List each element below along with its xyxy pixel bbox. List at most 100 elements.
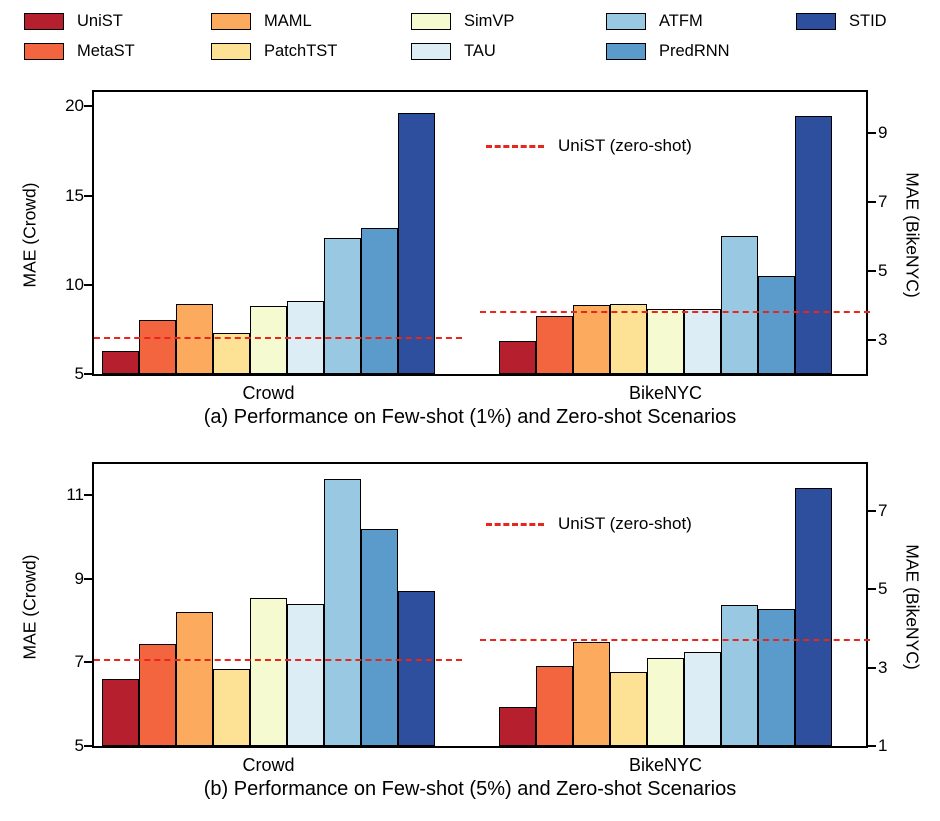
- bar-crowd-predrnn: [361, 528, 398, 746]
- bar-bikenyc-atfm: [721, 605, 758, 746]
- bar-crowd-unist: [102, 679, 139, 746]
- legend-label: STID: [849, 12, 887, 30]
- bar-bikenyc-predrnn: [758, 276, 795, 374]
- legend-swatch: [606, 43, 646, 60]
- left-axis-tick-mark: [84, 283, 92, 286]
- right-axis-tick-label: 3: [878, 657, 888, 677]
- bar-bikenyc-maml: [573, 642, 610, 746]
- zero-shot-legend: UniST (zero-shot): [486, 514, 692, 534]
- bar-bikenyc-tau: [684, 652, 721, 746]
- legend-item-metast: MetaST: [24, 42, 211, 61]
- bar-bikenyc-maml: [573, 305, 610, 374]
- legend-item-simvp: SimVP: [411, 12, 606, 31]
- left-axis-tick-label: 20: [65, 96, 84, 116]
- legend-label: UniST: [77, 12, 123, 30]
- chart-few-shot-1pct: MAE (Crowd) UniST (zero-shot) 5 10 15 20 3 5 7…: [0, 88, 940, 433]
- left-axis-tick-label: 15: [65, 185, 84, 205]
- bar-crowd-maml: [176, 612, 213, 746]
- legend-label: MetaST: [77, 42, 135, 60]
- x-group-label-bikenyc: BikeNYC: [628, 755, 703, 775]
- legend-swatch: [411, 43, 451, 60]
- right-axis-tick-label: 9: [878, 123, 888, 143]
- bar-crowd-tau: [287, 603, 324, 746]
- plot-area: UniST (zero-shot) 5 10 15 20 3 5 7 9 Crowd BikeNY…: [65, 90, 887, 403]
- right-axis-tick-mark: [868, 510, 876, 512]
- bar-bikenyc-patchtst: [610, 671, 647, 746]
- legend-swatch: [24, 13, 64, 30]
- right-axis-tick-label: 7: [878, 192, 888, 212]
- zero-shot-legend-label: UniST (zero-shot): [558, 514, 692, 533]
- bar-bikenyc-metast: [536, 315, 573, 374]
- right-axis-tick-mark: [868, 666, 876, 669]
- right-axis-tick-mark: [868, 132, 876, 135]
- left-axis-tick-mark: [84, 494, 92, 497]
- legend-item-stid: STID: [796, 12, 926, 31]
- zero-shot-line-crowd: [94, 659, 462, 662]
- x-group-label-bikenyc: BikeNYC: [628, 383, 703, 403]
- right-axis-tick-label: 5: [878, 260, 888, 280]
- bar-bikenyc-stid: [795, 487, 832, 746]
- zero-shot-line-crowd: [94, 337, 462, 339]
- bar-crowd-maml: [176, 304, 213, 374]
- left-axis-tick-mark: [84, 105, 92, 108]
- left-axis-tick-mark: [84, 194, 92, 197]
- y-axis-label-left: MAE (Crowd): [19, 182, 40, 288]
- legend-label: SimVP: [464, 12, 515, 30]
- left-axis-tick-mark: [84, 373, 92, 375]
- left-axis-tick-mark: [84, 577, 92, 580]
- dashed-line-sample: [486, 522, 544, 526]
- caption-a: (a) Performance on Few-shot (1%) and Zer…: [203, 406, 737, 428]
- legend-item-patchtst: PatchTST: [211, 42, 411, 61]
- bar-bikenyc-metast: [536, 665, 573, 746]
- legend-item-atfm: ATFM: [606, 12, 796, 31]
- legend-swatch: [606, 13, 646, 30]
- legend-label: MAML: [264, 12, 312, 30]
- bar-crowd-stid: [398, 591, 435, 746]
- legend-item-unist: UniST: [24, 12, 211, 31]
- right-axis-tick-mark: [868, 201, 876, 204]
- bar-crowd-atfm: [324, 478, 361, 746]
- bar-crowd-predrnn: [361, 227, 398, 374]
- y-axis-label-right: MAE (BikeNYC): [902, 172, 923, 298]
- left-axis-tick-mark: [84, 745, 92, 747]
- zero-shot-line-bikenyc: [480, 638, 870, 641]
- left-axis-tick-label: 9: [74, 568, 84, 588]
- bar-bikenyc-unist: [499, 341, 536, 374]
- right-axis-tick-label: 7: [878, 501, 888, 520]
- legend-item-predrnn: PredRNN: [606, 42, 796, 61]
- legend-label: ATFM: [659, 12, 703, 30]
- caption-b: (b) Performance on Few-shot (5%) and Zer…: [203, 778, 737, 800]
- right-axis-tick-mark: [868, 745, 876, 747]
- left-axis-tick-label: 11: [66, 485, 84, 505]
- right-axis-tick-mark: [868, 588, 876, 591]
- zero-shot-line-bikenyc: [480, 310, 870, 313]
- left-axis-tick-label: 10: [65, 274, 84, 294]
- chart-legend: UniST MAML SimVP ATFM STID MetaST PatchTST TAU P…: [24, 12, 926, 61]
- x-group-label-crowd: Crowd: [242, 383, 295, 403]
- bar-crowd-atfm: [324, 238, 361, 374]
- right-axis-tick-label: 5: [878, 579, 888, 599]
- legend-label: PatchTST: [264, 42, 338, 60]
- legend-swatch: [796, 13, 836, 30]
- bar-bikenyc-patchtst: [610, 303, 647, 374]
- bar-crowd-stid: [398, 113, 435, 374]
- right-axis-tick-label: 1: [878, 736, 888, 755]
- bar-bikenyc-tau: [684, 308, 721, 374]
- x-group-label-crowd: Crowd: [242, 755, 295, 775]
- bar-crowd-unist: [102, 350, 139, 374]
- legend-label: TAU: [464, 42, 496, 60]
- right-axis-tick-mark: [868, 338, 876, 341]
- zero-shot-legend: UniST (zero-shot): [486, 136, 692, 156]
- bar-crowd-patchtst: [213, 668, 250, 746]
- y-axis-label-right: MAE (BikeNYC): [902, 544, 923, 670]
- y-axis-label-left: MAE (Crowd): [19, 554, 40, 660]
- left-axis-tick-label: 5: [74, 736, 84, 755]
- right-axis-tick-mark: [868, 269, 876, 272]
- legend-label: PredRNN: [659, 42, 730, 60]
- bar-crowd-metast: [139, 320, 176, 374]
- plot-area: UniST (zero-shot) 5 7 9 11 1 3 5 7 Crowd BikeNYC: [66, 462, 887, 775]
- bar-bikenyc-predrnn: [758, 608, 795, 746]
- legend-swatch: [211, 13, 251, 30]
- legend-item-tau: TAU: [411, 42, 606, 61]
- bar-crowd-simvp: [250, 597, 287, 746]
